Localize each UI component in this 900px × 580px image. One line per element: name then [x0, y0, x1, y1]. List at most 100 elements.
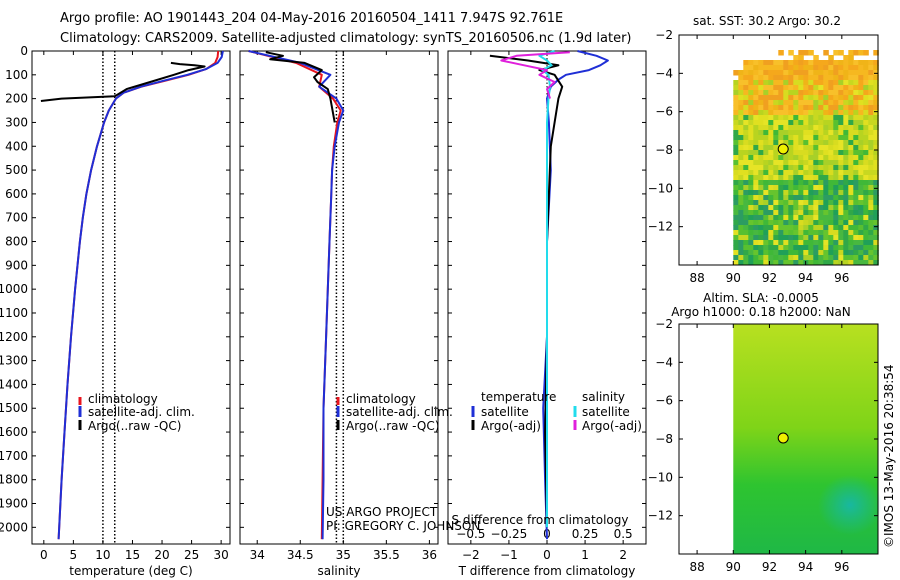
sst-cell [753, 185, 759, 191]
sst-cell [818, 85, 824, 91]
sst-cell [778, 85, 784, 91]
sst-cell [738, 220, 744, 226]
sst-cell [843, 135, 849, 141]
sst-cell [853, 205, 859, 211]
sst-cell [818, 75, 824, 81]
x-tick-label: 10 [95, 548, 110, 562]
sst-cell [848, 50, 854, 56]
sst-cell [793, 240, 799, 246]
sst-cell [853, 195, 859, 201]
sst-cell [818, 90, 824, 96]
sst-cell [768, 85, 774, 91]
sst-cell [853, 230, 859, 236]
sst-cell [773, 190, 779, 196]
sst-cell [733, 160, 739, 166]
sst-cell [828, 95, 834, 101]
sst-cell [778, 235, 784, 241]
sst-cell [793, 215, 799, 221]
sst-cell [783, 210, 789, 216]
sst-cell [813, 210, 819, 216]
sst-cell [788, 235, 794, 241]
sst-cell [823, 195, 829, 201]
sst-cell [828, 160, 834, 166]
sst-cell [858, 250, 864, 256]
sst-cell [853, 145, 859, 151]
sst-cell [813, 250, 819, 256]
sst-cell [838, 95, 844, 101]
sst-cell [823, 190, 829, 196]
sst-cell [773, 140, 779, 146]
sst-cell [828, 255, 834, 261]
sst-cell [798, 255, 804, 261]
sst-cell [858, 50, 864, 56]
legend-label-satellite: satellite-adj. clim. [88, 405, 195, 419]
sst-cell [863, 95, 869, 101]
sst-cell [823, 200, 829, 206]
map-x-tick-label: 92 [762, 560, 777, 574]
sst-cell [838, 85, 844, 91]
sst-cell [758, 105, 764, 111]
sst-cell [788, 135, 794, 141]
sst-cell [748, 190, 754, 196]
sst-cell [823, 110, 829, 116]
sst-cell [803, 50, 809, 56]
sst-cell [858, 220, 864, 226]
sst-cell [843, 225, 849, 231]
sst-cell [848, 115, 854, 121]
sst-cell [858, 225, 864, 231]
y-tick-label: 1700 [0, 449, 28, 463]
sst-cell [768, 205, 774, 211]
sst-cell [803, 180, 809, 186]
sst-cell [778, 65, 784, 71]
sst-cell [863, 215, 869, 221]
sst-cell [803, 245, 809, 251]
sst-cell [823, 230, 829, 236]
sst-cell [733, 140, 739, 146]
sst-cell [858, 240, 864, 246]
sst-cell [778, 260, 784, 266]
sst-cell [813, 260, 819, 266]
sst-cell [868, 115, 874, 121]
sst-cell [793, 220, 799, 226]
sst-cell [758, 210, 764, 216]
sst-cell [758, 200, 764, 206]
x-tick-label: 34.5 [287, 548, 314, 562]
sst-cell [738, 165, 744, 171]
sst-cell [778, 90, 784, 96]
sst-cell [853, 180, 859, 186]
sst-cell [768, 140, 774, 146]
sst-cell [798, 100, 804, 106]
sst-cell [813, 105, 819, 111]
sst-cell [813, 155, 819, 161]
sst-cell [798, 185, 804, 191]
sst-cell [763, 245, 769, 251]
sst-cell [838, 50, 844, 56]
sst-cell [748, 75, 754, 81]
sst-cell [838, 260, 844, 266]
sst-cell [738, 250, 744, 256]
sst-cell [788, 175, 794, 181]
sst-cell [853, 65, 859, 71]
sst-cell [838, 210, 844, 216]
sst-cell [798, 115, 804, 121]
sst-cell [853, 260, 859, 266]
sst-cell [793, 250, 799, 256]
sst-cell [813, 150, 819, 156]
sst-cell [818, 110, 824, 116]
sst-cell [813, 100, 819, 106]
sst-cell [873, 175, 879, 181]
sst-cell [748, 225, 754, 231]
sst-cell [758, 240, 764, 246]
sst-cell [838, 220, 844, 226]
sst-cell [798, 240, 804, 246]
sst-cell [798, 225, 804, 231]
sst-cell [788, 185, 794, 191]
sst-cell [753, 90, 759, 96]
sst-cell [798, 120, 804, 126]
sst-cell [823, 95, 829, 101]
sst-cell [843, 155, 849, 161]
sst-cell [863, 150, 869, 156]
sst-cell [868, 105, 874, 111]
sst-cell [873, 60, 879, 66]
sst-cell [873, 165, 879, 171]
